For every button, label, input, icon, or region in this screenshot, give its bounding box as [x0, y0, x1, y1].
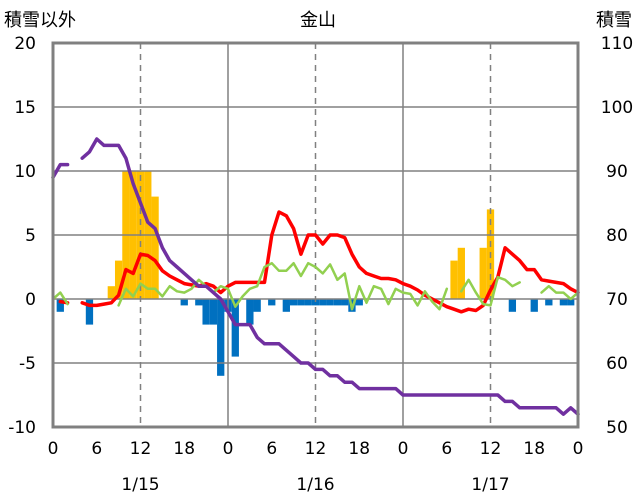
- series-line: [460, 275, 521, 307]
- bar-mark: [545, 299, 553, 306]
- line-series-group: [51, 137, 580, 416]
- x-tick-label: 18: [173, 439, 195, 459]
- plot-frame: [51, 41, 580, 429]
- left-axis-label: 積雪以外: [4, 10, 76, 31]
- left-tick-label: 15: [14, 98, 36, 118]
- bar-mark: [479, 247, 487, 299]
- grid-lines: [53, 43, 578, 427]
- x-tick-label: 0: [223, 439, 234, 459]
- right-tick-label: 70: [606, 290, 628, 310]
- bar-mark: [202, 299, 210, 325]
- bar-mark: [333, 299, 342, 306]
- bar-mark: [231, 299, 239, 357]
- x-tick-label: 12: [130, 439, 152, 459]
- bar-mark: [268, 299, 276, 306]
- bar-mark: [508, 299, 517, 312]
- x-day-label: 1/16: [296, 475, 334, 495]
- right-tick-label: 80: [606, 226, 628, 246]
- left-tick-label: 5: [25, 226, 36, 246]
- bar-mark: [180, 299, 188, 306]
- bar-mark: [457, 247, 465, 299]
- right-tick-label: 100: [601, 98, 633, 118]
- left-tick-label: 10: [14, 162, 36, 182]
- series-line: [51, 291, 69, 306]
- bar-mark: [559, 299, 568, 306]
- bar-mark: [253, 299, 261, 312]
- bar-mark: [567, 299, 575, 306]
- series-line: [117, 261, 449, 311]
- x-tick-label: 0: [398, 439, 409, 459]
- bar-mark: [282, 299, 290, 312]
- series-line: [540, 284, 580, 301]
- series-line: [80, 210, 580, 314]
- x-axis-day-labels: 1/15 1/16 1/17: [121, 475, 509, 495]
- bar-mark: [341, 299, 349, 306]
- bar-mark: [530, 299, 538, 312]
- right-tick-label: 110: [601, 34, 633, 54]
- x-tick-label: 6: [441, 439, 452, 459]
- x-tick-label: 6: [91, 439, 102, 459]
- x-tick-label: 12: [480, 439, 502, 459]
- right-tick-label: 50: [606, 418, 628, 438]
- x-axis-hour-ticks: 0 6 12 18 0 6 12 18 0 6 12 18 0: [48, 439, 584, 459]
- bar-mark: [85, 299, 94, 325]
- right-tick-label: 60: [606, 354, 628, 374]
- x-tick-label: 12: [305, 439, 327, 459]
- x-tick-label: 6: [266, 439, 277, 459]
- chart-title: 金山: [300, 10, 336, 31]
- left-tick-label: -10: [8, 418, 36, 438]
- right-axis-label: 積雪: [596, 10, 632, 31]
- bar-mark: [217, 299, 225, 376]
- bar-mark: [56, 299, 64, 312]
- bar-mark: [114, 260, 123, 299]
- bar-mark: [450, 260, 458, 299]
- series-line: [51, 162, 70, 180]
- right-tick-label: 90: [606, 162, 628, 182]
- x-tick-label: 0: [48, 439, 59, 459]
- bar-mark: [195, 299, 203, 306]
- series-line: [80, 137, 580, 416]
- bar-mark: [297, 299, 305, 306]
- bar-mark: [289, 299, 298, 306]
- left-tick-label: 20: [14, 34, 36, 54]
- bar-mark: [107, 286, 115, 299]
- x-day-label: 1/17: [471, 475, 509, 495]
- bar-mark: [209, 299, 218, 325]
- x-tick-label: 18: [523, 439, 545, 459]
- bar-mark: [326, 299, 334, 306]
- left-tick-label: 0: [25, 290, 36, 310]
- left-tick-label: -5: [19, 354, 36, 374]
- bar-mark: [319, 299, 327, 306]
- bar-mark: [311, 299, 320, 306]
- x-tick-label: 0: [573, 439, 584, 459]
- bar-mark: [304, 299, 312, 306]
- right-axis-ticks: 110 100 90 80 70 60 50: [601, 34, 633, 438]
- bar-mark: [355, 299, 363, 306]
- bar-mark: [246, 299, 254, 325]
- x-day-label: 1/15: [121, 475, 159, 495]
- left-axis-ticks: 20 15 10 5 0 -5 -10: [8, 34, 36, 438]
- x-tick-label: 18: [348, 439, 370, 459]
- bar-mark: [151, 196, 159, 299]
